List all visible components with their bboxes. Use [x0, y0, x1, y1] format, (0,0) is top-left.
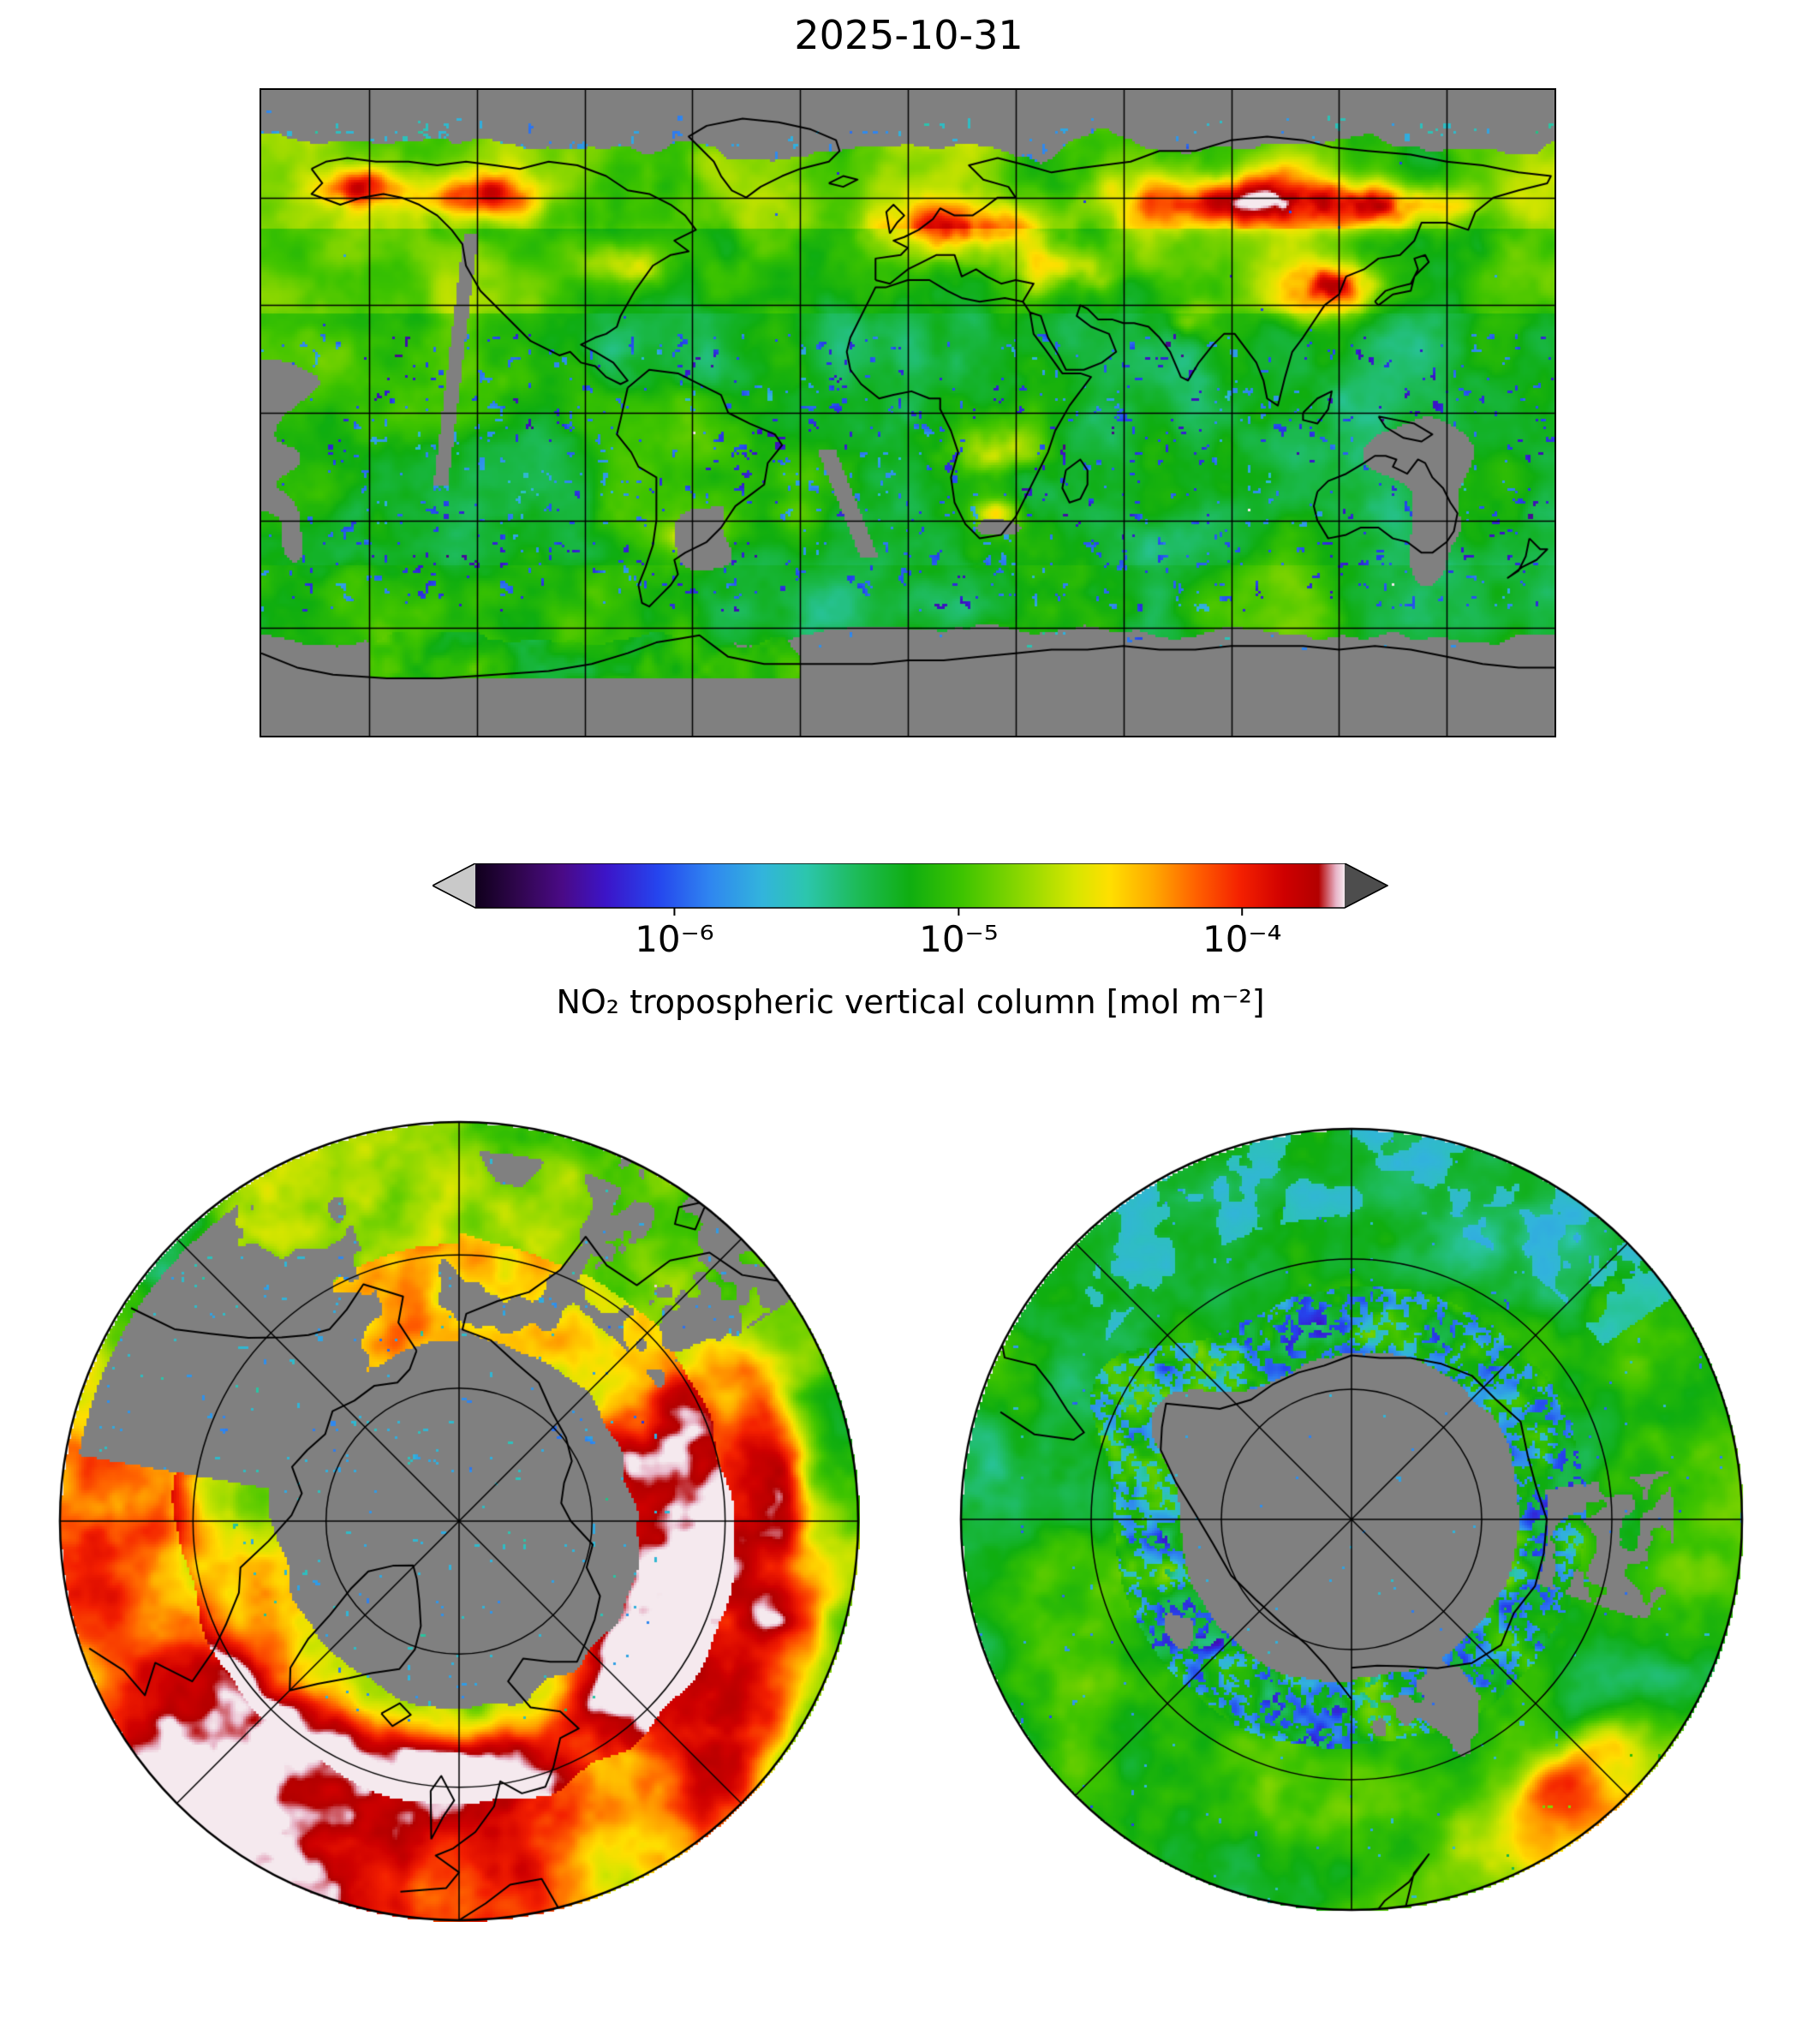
- north-polar-canvas: [58, 1120, 860, 1922]
- colorbar-outline: [433, 863, 1388, 909]
- colorbar-gradient: [475, 863, 1345, 908]
- colorbar-tick-label: 10⁻⁵: [919, 918, 999, 960]
- colorbar-under-arrow: [433, 863, 475, 908]
- colorbar-tick-label: 10⁻⁴: [1202, 918, 1282, 960]
- south-polar-canvas: [959, 1127, 1744, 1912]
- colorbar-tick-label: 10⁻⁶: [635, 918, 714, 960]
- colorbar-svg: [433, 863, 1388, 916]
- colorbar-ticks: [673, 908, 1244, 916]
- figure-title: 2025-10-31: [794, 12, 1023, 58]
- global-map-panel: [260, 88, 1556, 737]
- colorbar-over-arrow: [1345, 863, 1387, 908]
- colorbar: 10⁻⁶ 10⁻⁵ 10⁻⁴ NO₂ tropospheric vertical c…: [433, 863, 1388, 1043]
- global-map-canvas: [261, 90, 1554, 736]
- colorbar-label: NO₂ tropospheric vertical column [mol m⁻…: [556, 983, 1265, 1021]
